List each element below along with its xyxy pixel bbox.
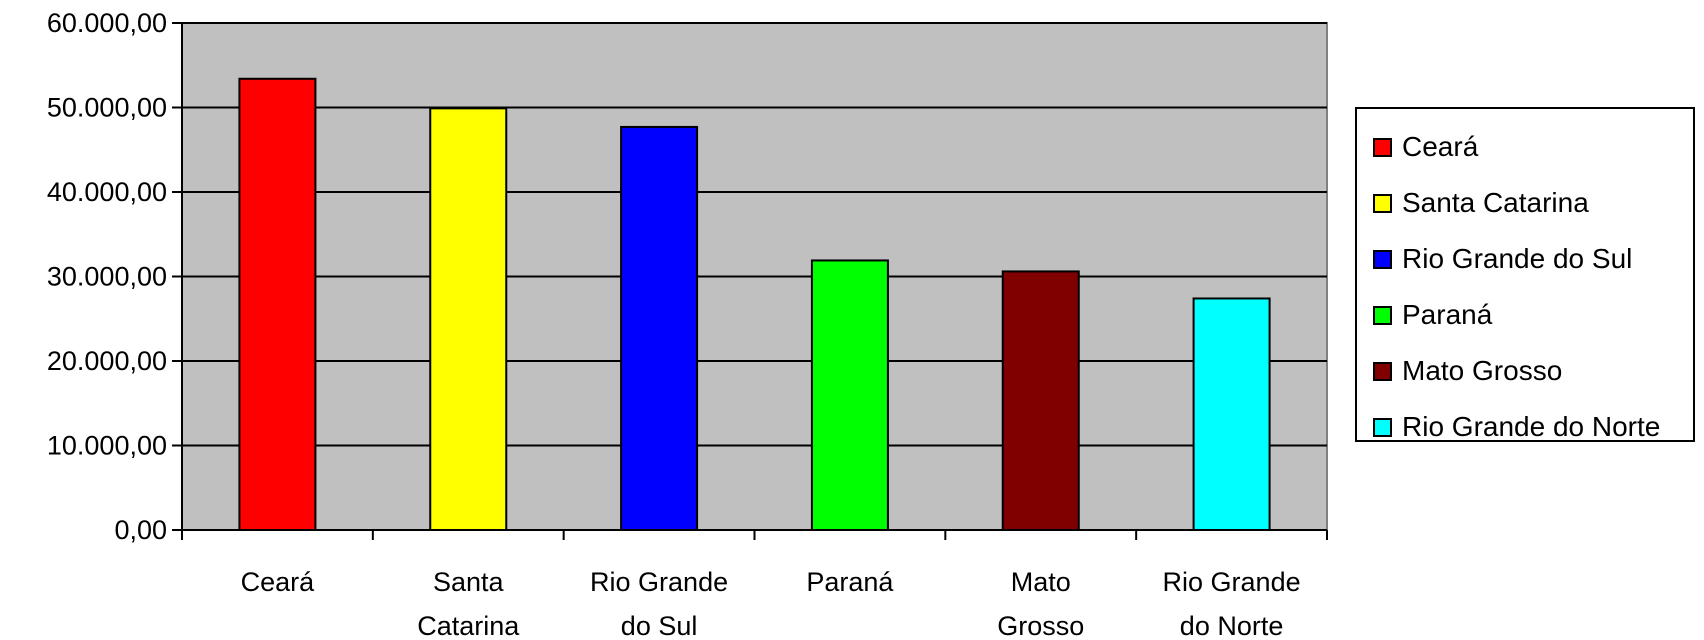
y-tick-label: 0,00 — [114, 515, 167, 545]
legend-swatch — [1373, 137, 1392, 157]
bar-santa-catarina — [429, 107, 508, 531]
x-category-label-line: Rio Grande — [590, 567, 728, 597]
legend-swatch — [1373, 193, 1392, 213]
legend-item: Paraná — [1373, 295, 1492, 335]
x-category-label: Mato Grosso — [997, 567, 1084, 640]
legend-swatch — [1373, 249, 1392, 269]
legend-item: Santa Catarina — [1373, 183, 1589, 223]
x-category-label-line: Grosso — [997, 611, 1084, 640]
bar-rio-grande-do-sul — [620, 125, 699, 531]
legend-item: Mato Grosso — [1373, 351, 1562, 391]
x-category-label-line: Rio Grande — [1163, 567, 1301, 597]
x-axis-category-labels: Ceará Santa Catarina Rio Grande do Sul Paraná… — [241, 567, 1301, 640]
legend-item: Ceará — [1373, 127, 1478, 167]
grid-lines — [182, 22, 1327, 447]
x-category-label: Rio Grande do Norte — [1163, 567, 1301, 640]
bar-rio-grande-do-norte — [1192, 297, 1271, 531]
legend-label: Santa Catarina — [1402, 187, 1589, 218]
y-tick-label: 30.000,00 — [47, 262, 167, 292]
bar-paran- — [810, 259, 889, 531]
legend-swatch — [1373, 417, 1392, 437]
legend-label: Mato Grosso — [1402, 355, 1563, 386]
x-category-label-line: Catarina — [417, 611, 520, 640]
x-category-label-line: Santa — [433, 567, 505, 597]
axes — [172, 22, 1328, 540]
x-category-label-line: Ceará — [241, 567, 316, 597]
y-tick-label: 10.000,00 — [47, 431, 167, 461]
x-category-label-line: Mato — [1011, 567, 1071, 597]
y-tick-label: 60.000,00 — [47, 8, 167, 38]
legend-item: Rio Grande do Norte — [1373, 407, 1660, 447]
x-category-label-line: do Sul — [621, 611, 698, 640]
legend-label: Paraná — [1402, 299, 1493, 330]
bar-mato-grosso — [1001, 270, 1080, 531]
x-category-label: Paraná — [806, 567, 894, 597]
x-category-label: Santa Catarina — [417, 567, 520, 640]
bar-cear- — [238, 77, 317, 532]
legend-swatch — [1373, 305, 1392, 325]
x-category-label-line: do Norte — [1180, 611, 1284, 640]
legend-item: Rio Grande do Sul — [1373, 239, 1632, 279]
legend: Ceará Santa Catarina Rio Grande do Sul Para… — [1355, 107, 1695, 442]
legend-label: Ceará — [1402, 131, 1479, 162]
y-tick-label: 20.000,00 — [47, 346, 167, 376]
y-axis-tick-labels: 0,00 10.000,00 20.000,00 30.000,00 40.000,00… — [47, 8, 167, 545]
legend-swatch — [1373, 361, 1392, 381]
bars — [238, 77, 1271, 532]
legend-label: Rio Grande do Norte — [1402, 411, 1661, 442]
legend-label: Rio Grande do Sul — [1402, 243, 1633, 274]
x-category-label: Rio Grande do Sul — [590, 567, 728, 640]
y-tick-label: 40.000,00 — [47, 177, 167, 207]
x-category-label: Ceará — [241, 567, 316, 597]
x-category-label-line: Paraná — [806, 567, 894, 597]
y-tick-label: 50.000,00 — [47, 93, 167, 123]
